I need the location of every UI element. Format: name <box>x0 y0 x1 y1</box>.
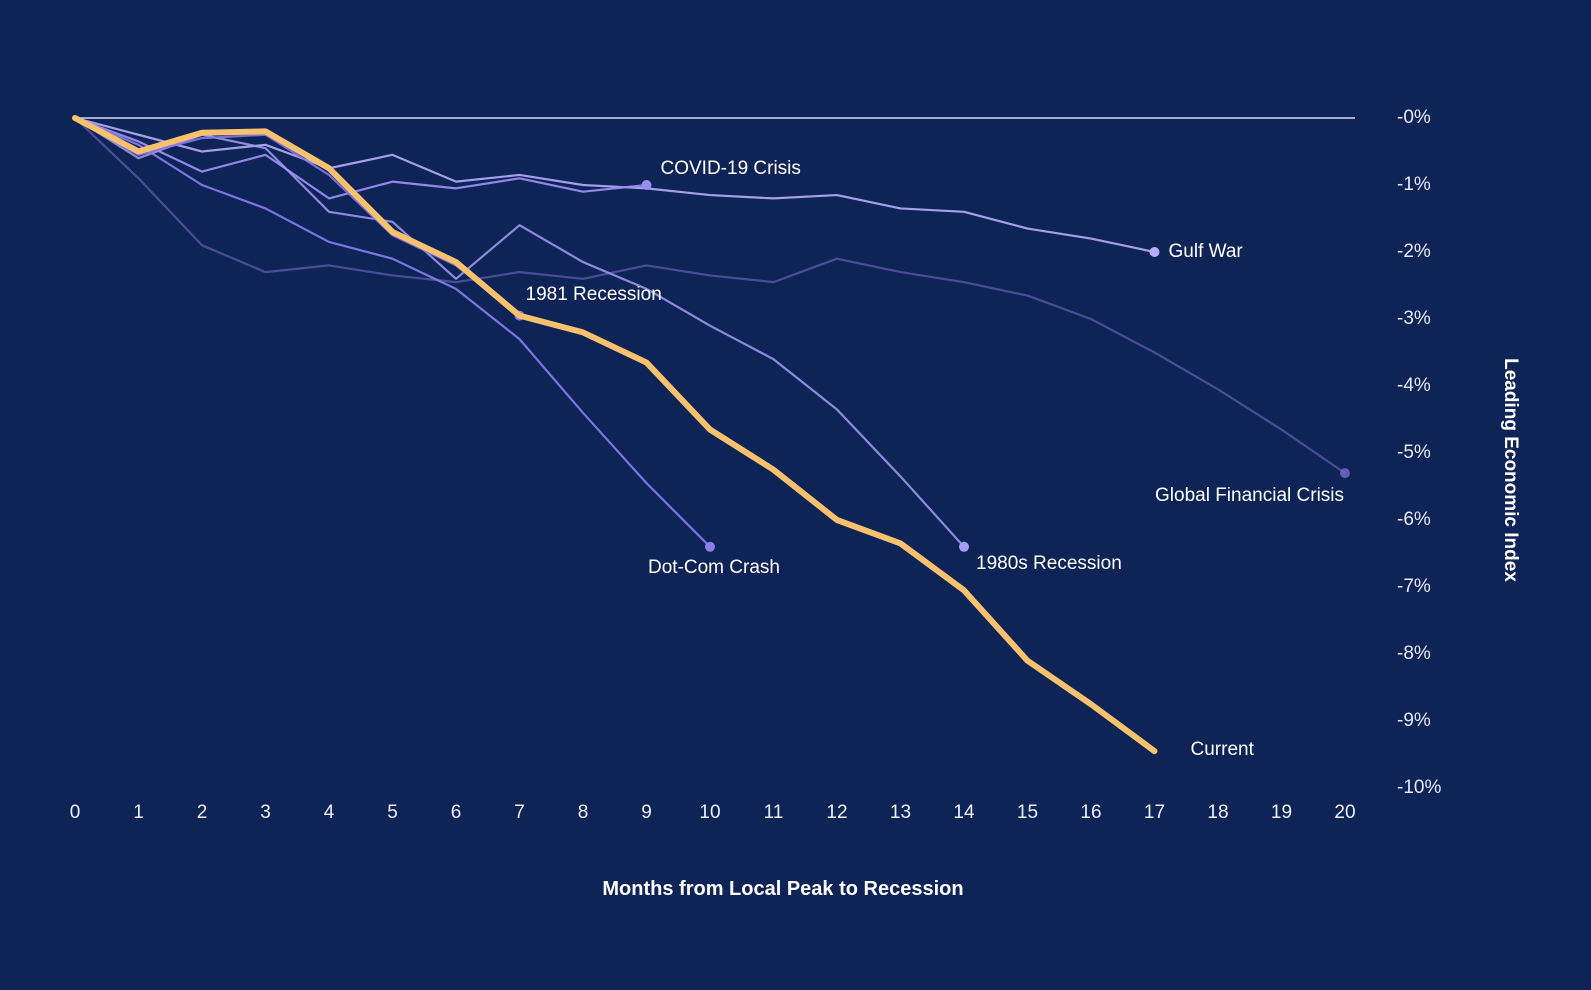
series-line-gulf-war <box>73 116 1156 254</box>
x-tick-label-6: 6 <box>450 802 462 823</box>
y-tick-label-10: -10% <box>1397 777 1442 798</box>
series-label-dot-com-crash: Dot-Com Crash <box>648 556 780 578</box>
y-tick-label-2: -2% <box>1397 241 1431 262</box>
y-tick-label-9: -9% <box>1397 710 1431 731</box>
series-line-1980s-recession <box>73 116 966 548</box>
x-tick-label-3: 3 <box>260 802 271 823</box>
series-line-dot-com-crash <box>73 116 712 548</box>
series-endpoint-dot-dot-com-crash <box>705 541 715 552</box>
y-tick-label-3: -3% <box>1397 308 1431 329</box>
x-tick-label-16: 16 <box>1080 802 1102 823</box>
x-tick-label-10: 10 <box>699 802 721 823</box>
x-tick-label-14: 14 <box>953 802 975 823</box>
series-line-current <box>72 115 1158 755</box>
x-tick-label-8: 8 <box>577 802 589 823</box>
series-endpoint-dot-1980s-recession <box>959 541 969 552</box>
series-label-covid-19-crisis: COVID-19 Crisis <box>660 158 801 179</box>
y-axis-title: Leading Economic Index <box>1500 358 1521 582</box>
series-label-global-financial-crisis: Global Financial Crisis <box>1155 485 1345 507</box>
x-tick-label-2: 2 <box>196 802 208 823</box>
x-tick-label-17: 17 <box>1143 802 1166 823</box>
y-tick-label-5: -5% <box>1397 442 1431 463</box>
x-tick-label-19: 19 <box>1270 802 1293 823</box>
series-label-1980s-recession: 1980s Recession <box>976 552 1122 574</box>
x-tick-label-5: 5 <box>387 802 398 823</box>
x-tick-label-13: 13 <box>889 802 912 823</box>
y-tick-label-7: -7% <box>1397 576 1431 597</box>
y-tick-label-6: -6% <box>1397 509 1431 530</box>
x-tick-label-18: 18 <box>1207 802 1229 823</box>
series-line-1981-recession <box>73 116 521 317</box>
series-line-global-financial-crisis <box>73 116 1347 475</box>
x-tick-label-1: 1 <box>133 802 144 823</box>
y-tick-label-0: -0% <box>1397 107 1431 128</box>
y-tick-label-1: -1% <box>1397 174 1431 195</box>
x-tick-label-20: 20 <box>1334 802 1356 823</box>
series-label-current: Current <box>1190 739 1254 761</box>
x-tick-label-4: 4 <box>323 802 335 823</box>
x-tick-label-15: 15 <box>1016 802 1039 823</box>
x-axis-title: Months from Local Peak to Recession <box>602 878 964 900</box>
x-tick-label-7: 7 <box>514 802 525 823</box>
x-tick-label-12: 12 <box>826 802 848 823</box>
series-label-gulf-war: Gulf War <box>1168 241 1243 262</box>
y-tick-label-4: -4% <box>1397 375 1431 396</box>
x-tick-label-11: 11 <box>763 802 784 823</box>
x-tick-label-0: 0 <box>69 802 81 823</box>
series-endpoint-dot-covid-19-crisis <box>641 180 652 190</box>
y-tick-label-8: -8% <box>1397 643 1431 664</box>
series-label-1981-recession: 1981 Recession <box>525 283 662 305</box>
series-endpoint-dot-gulf-war <box>1149 247 1160 257</box>
x-tick-label-9: 9 <box>641 802 652 823</box>
series-endpoint-dot-global-financial-crisis <box>1340 468 1350 479</box>
series-line-covid-19-crisis <box>73 116 648 200</box>
